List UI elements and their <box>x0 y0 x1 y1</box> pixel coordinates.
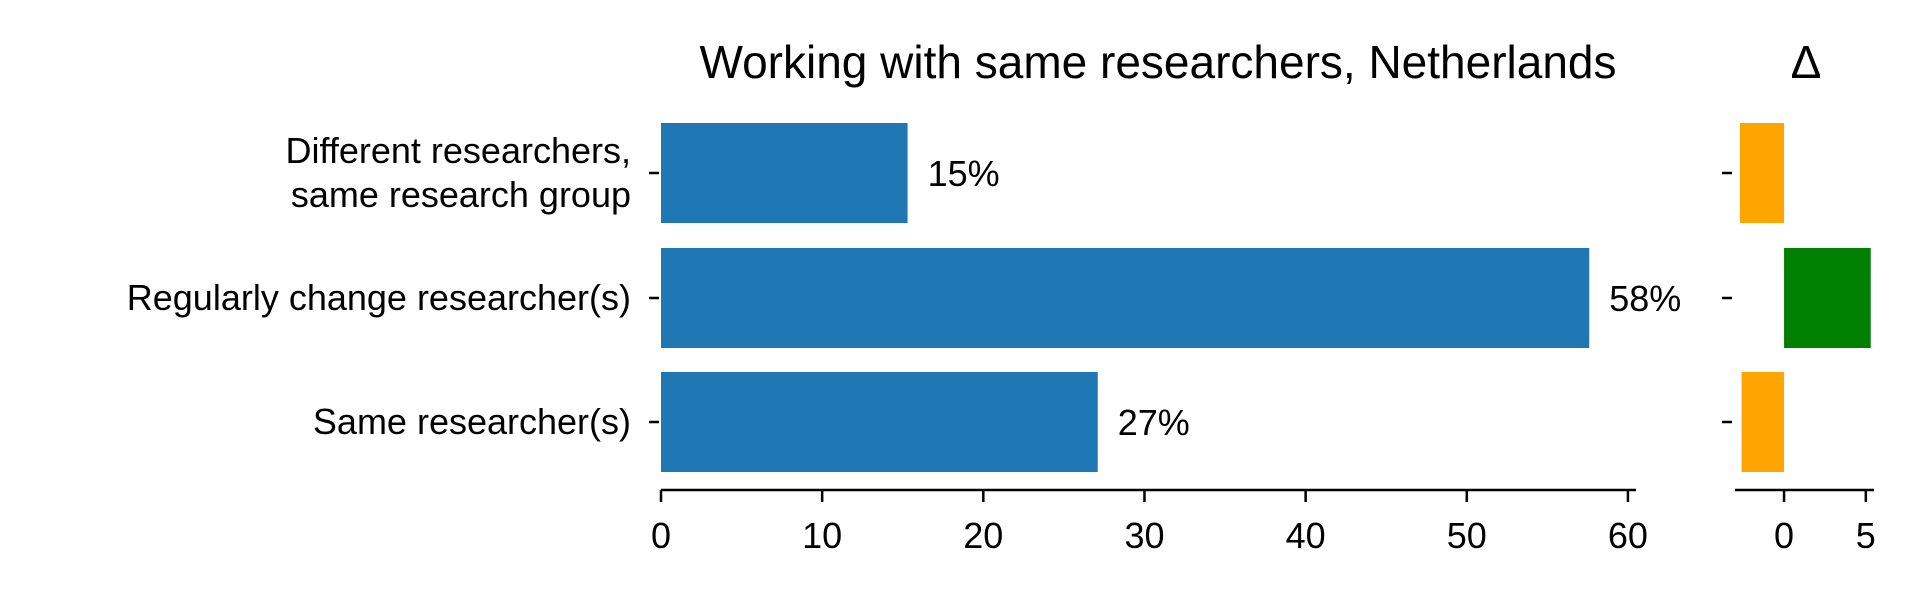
x-tick-label-5: 50 <box>1447 515 1487 556</box>
x-tick-label-0: 0 <box>651 515 671 556</box>
bar-value-label-1: 58% <box>1609 278 1681 319</box>
delta-x-tick-label-0: 0 <box>1774 515 1794 556</box>
x-tick-label-6: 60 <box>1608 515 1648 556</box>
x-tick-label-2: 20 <box>963 515 1003 556</box>
delta-bar-2 <box>1741 372 1785 472</box>
delta-chart-title: Δ <box>1791 36 1822 88</box>
bar-0 <box>661 123 908 223</box>
main-bar-panel: 15% Different researchers, same research g… <box>127 123 1681 556</box>
category-label-2: Same researcher(s) <box>313 401 631 442</box>
main-chart-title: Working with same researchers, Netherlan… <box>700 36 1617 88</box>
bar-value-label-2: 27% <box>1118 402 1190 443</box>
x-tick-label-4: 40 <box>1286 515 1326 556</box>
delta-bar-0 <box>1739 123 1785 223</box>
delta-bar-1 <box>1784 248 1871 348</box>
bar-2 <box>661 372 1098 472</box>
category-label-0: Different researchers, same research grou… <box>286 130 631 215</box>
bar-value-label-0: 15% <box>928 153 1000 194</box>
category-label-1: Regularly change researcher(s) <box>127 277 631 318</box>
bar-1 <box>661 248 1590 348</box>
delta-x-tick-label-1: 5 <box>1856 515 1876 556</box>
x-tick-label-3: 30 <box>1124 515 1164 556</box>
x-tick-label-1: 10 <box>802 515 842 556</box>
